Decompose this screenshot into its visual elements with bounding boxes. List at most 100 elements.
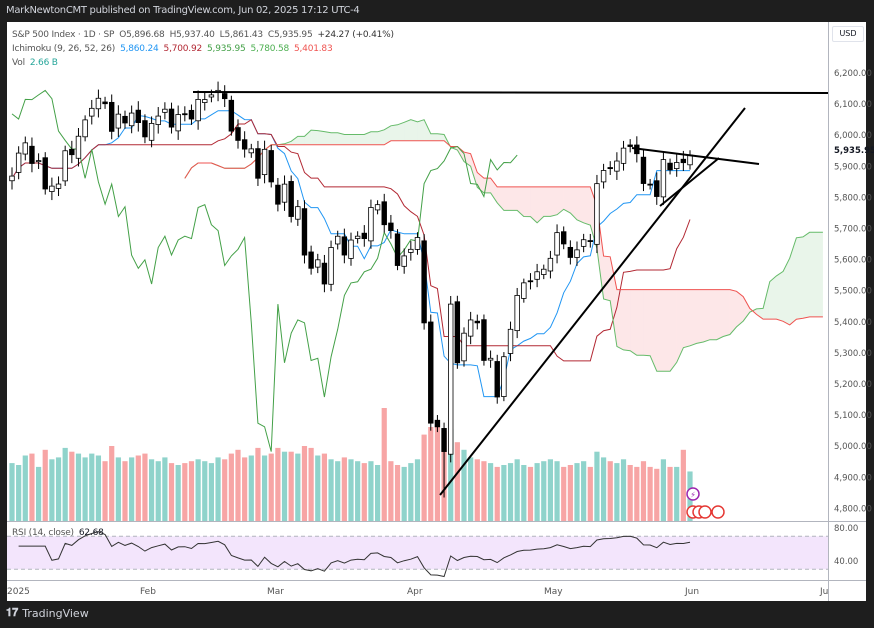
ichimoku-cloud-segment <box>410 119 418 141</box>
candle <box>348 232 354 266</box>
candle <box>288 175 294 223</box>
ichimoku-cloud-segment <box>763 281 770 320</box>
volume-bar <box>448 428 454 522</box>
time-tick-label: Apr <box>407 587 423 597</box>
event-markers: ⚡ <box>686 487 725 519</box>
volume-bar <box>388 461 394 522</box>
ichimoku-cloud-segment <box>377 129 385 145</box>
candle <box>401 248 407 274</box>
rsi-label[interactable]: RSI (14, close) <box>12 528 74 538</box>
volume-bar <box>481 461 487 522</box>
volume-bar <box>421 434 427 522</box>
volume-label[interactable]: Vol <box>12 58 25 68</box>
ichimoku-cloud-segment <box>729 289 737 335</box>
ichimoku-legend: Ichimoku (9, 26, 52, 26) 5,860.24 5,700.92… <box>12 44 337 54</box>
volume-bar <box>474 459 480 522</box>
volume-bar <box>394 465 401 522</box>
volume-bar <box>541 461 547 522</box>
rsi-line <box>18 531 691 578</box>
us-economic-event-icon[interactable] <box>711 505 725 519</box>
price-tick-label: 4,900.00 <box>834 473 872 483</box>
price-tick-label: 5,400.00 <box>834 318 872 328</box>
ichimoku-cloud-segment <box>370 131 378 145</box>
candle <box>640 149 647 192</box>
time-tick-label: Feb <box>140 587 156 597</box>
candle <box>627 139 633 153</box>
wedge-lower-line[interactable] <box>659 157 720 207</box>
time-tick-label: Mar <box>267 587 284 597</box>
candle <box>9 167 15 190</box>
candle <box>248 143 254 158</box>
price-axis[interactable]: 6,200.00 6,100.00 6,000.00 5,900.00 5,800.00… <box>834 69 874 514</box>
symbol-name[interactable]: S&P 500 Index · 1D · SP <box>12 30 115 40</box>
ichimoku-cloud-segment <box>623 289 631 351</box>
candle <box>128 105 135 134</box>
volume-bar <box>228 453 234 522</box>
candle <box>574 241 580 266</box>
volume-bar <box>534 463 540 522</box>
candle <box>388 214 394 239</box>
last-price-label: 5,935.95 <box>834 146 874 156</box>
candle <box>308 245 314 275</box>
volume-bar <box>168 463 175 522</box>
price-tick-label: 5,500.00 <box>834 287 872 297</box>
ichimoku-cloud-segment <box>769 275 777 320</box>
time-axis[interactable]: 2025 Feb Mar Apr May Jun Ju <box>7 587 828 597</box>
candle <box>587 233 593 248</box>
candle <box>321 254 328 293</box>
volume-bar <box>162 457 168 522</box>
currency-label[interactable]: USD <box>832 26 864 42</box>
candle <box>228 95 235 136</box>
ichimoku-cloud-segment <box>630 289 637 356</box>
wedge-upper-line[interactable] <box>631 147 760 165</box>
open-value: O5,896.68 <box>119 30 165 40</box>
candle <box>109 94 115 140</box>
volume-bar <box>408 463 414 522</box>
us-economic-event-icon[interactable] <box>698 505 712 519</box>
ichimoku-cloud-segment <box>776 271 784 322</box>
candle <box>474 314 480 330</box>
candle <box>481 314 487 366</box>
rsi-tick-label: 80.00 <box>834 524 858 534</box>
candle <box>647 178 653 190</box>
candle <box>354 231 361 244</box>
ichimoku-cloud-segment <box>783 258 790 325</box>
footer: 𝟏𝟕 TradingView <box>6 606 89 620</box>
ichimoku-label[interactable]: Ichimoku (9, 26, 52, 26) <box>12 44 116 54</box>
candle <box>82 115 88 142</box>
volume-bar <box>182 463 188 522</box>
ichimoku-cloud-segment <box>656 289 664 372</box>
candle <box>547 250 554 279</box>
rising-trendline[interactable] <box>439 107 746 496</box>
ichimoku-cloud-segment <box>384 125 391 145</box>
ichimoku-cloud-segment <box>709 289 717 340</box>
span-a-value: 5,780.58 <box>250 44 290 54</box>
candle <box>607 161 613 175</box>
candle <box>175 105 181 140</box>
volume-bar <box>640 461 647 522</box>
candle <box>660 151 667 205</box>
time-tick-label: May <box>544 587 563 597</box>
candle <box>421 234 427 330</box>
resistance-line[interactable] <box>192 91 829 94</box>
candle <box>275 177 281 212</box>
ichimoku-cloud-segment <box>803 232 810 319</box>
candle <box>49 177 55 201</box>
candle <box>295 199 301 226</box>
ichimoku-cloud-segment <box>550 186 558 217</box>
volume-bar <box>115 457 121 522</box>
earnings-event-icon[interactable] <box>686 487 700 501</box>
volume-bar <box>49 459 55 522</box>
candle <box>341 228 348 264</box>
price-tick-label: 5,100.00 <box>834 411 872 421</box>
candle <box>15 146 22 180</box>
ichimoku-cloud-segment <box>404 119 411 141</box>
candle <box>527 273 534 290</box>
ichimoku-cloud-segment <box>490 178 498 203</box>
volume-bar <box>368 461 374 522</box>
volume-bar <box>414 459 421 522</box>
candle <box>487 350 494 368</box>
ichimoku-cloud-segment <box>424 119 431 141</box>
ichimoku-cloud-segment <box>690 289 697 346</box>
